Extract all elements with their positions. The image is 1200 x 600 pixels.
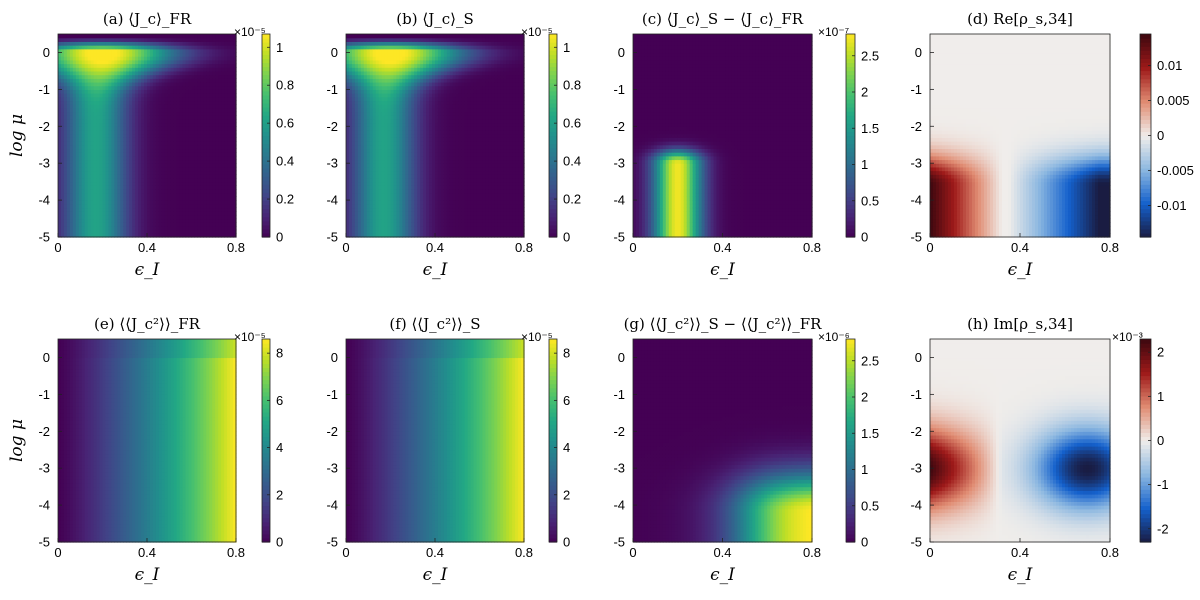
colorbar-cell	[262, 168, 270, 173]
heatmap-b	[346, 34, 525, 238]
y-tick-label: -1	[38, 82, 50, 97]
x-tick-label: 0	[54, 240, 61, 255]
colorbar-cell	[262, 205, 270, 210]
colorbar-cell	[262, 123, 270, 128]
colorbar-cell	[262, 225, 270, 230]
colorbar-tick-label: 0.2	[276, 192, 294, 207]
colorbar-a: 1 0.8 0.6 0.4 0.2 0 ×10⁻⁵	[234, 25, 294, 245]
panel-a: 0 0.4 0.8 0 -1 -2 -3 -4 -5 (a) ⟨J_c⟩_FR ϵ_I log μ 1 0…	[7, 10, 294, 280]
colorbar-cell	[262, 213, 270, 218]
panel-title: (a) ⟨J_c⟩_FR	[103, 10, 192, 28]
x-tick-label: 0.8	[227, 240, 245, 255]
colorbar-cell	[262, 140, 270, 145]
colorbar-cell	[262, 46, 270, 51]
colorbar-cell	[262, 62, 270, 67]
colorbar-cell	[262, 188, 270, 193]
colorbar-cell	[262, 160, 270, 165]
colorbar-cell	[262, 42, 270, 47]
colorbar-cell	[262, 144, 270, 149]
colorbar-cell	[262, 127, 270, 132]
colorbar-cell	[262, 176, 270, 181]
colorbar-cell	[262, 148, 270, 153]
colorbar-cell	[262, 75, 270, 80]
colorbar-cell	[262, 217, 270, 222]
y-axis-label: log μ	[7, 114, 27, 157]
colorbar-cell	[262, 79, 270, 84]
colorbar-cell	[262, 95, 270, 100]
y-tick-label: 0	[43, 45, 50, 60]
colorbar-cell	[262, 66, 270, 71]
y-tick-label: -5	[38, 230, 50, 245]
colorbar-cell	[262, 115, 270, 120]
colorbar-cell	[262, 180, 270, 185]
panel-b: 0 0.4 0.80-1-2-3-4-5(b) ⟨J_c⟩_Sϵ_I10.80.60…	[326, 10, 581, 280]
y-tick-label: -2	[38, 119, 50, 134]
colorbar-cell	[262, 221, 270, 226]
colorbar-tick-label: 0.8	[276, 78, 294, 93]
colorbar-cell	[262, 71, 270, 76]
y-tick-label: -3	[38, 156, 50, 171]
colorbar-cell	[262, 131, 270, 136]
colorbar-cell	[262, 54, 270, 59]
colorbar-tick-label: 0.6	[276, 116, 294, 131]
colorbar-cell	[262, 50, 270, 55]
colorbar-tick-label: 1	[276, 40, 283, 55]
colorbar-cell	[262, 107, 270, 112]
colorbar-cell	[262, 184, 270, 189]
colorbar-cell	[262, 192, 270, 197]
colorbar-cell	[262, 58, 270, 63]
colorbar-cell	[262, 103, 270, 108]
colorbar-cell	[262, 229, 270, 234]
colorbar-cell	[262, 111, 270, 116]
heatmap-a	[58, 34, 237, 238]
y-tick-label: -4	[38, 193, 50, 208]
x-axis-label: ϵ_I	[135, 260, 160, 280]
colorbar-tick-label: 0.4	[276, 154, 294, 169]
colorbar-cell	[262, 164, 270, 169]
x-tick-label: 0.4	[138, 240, 156, 255]
colorbar-cell	[262, 87, 270, 92]
colorbar-cell	[262, 209, 270, 214]
colorbar-cell	[262, 136, 270, 141]
colorbar-cell	[262, 91, 270, 96]
colorbar-cell	[262, 200, 270, 205]
colorbar-cell	[262, 99, 270, 104]
colorbar-tick-label: 0	[276, 230, 283, 245]
colorbar-cell	[262, 156, 270, 161]
colorbar-cell	[262, 152, 270, 157]
colorbar-cell	[262, 172, 270, 177]
colorbar-multiplier: ×10⁻⁵	[234, 25, 266, 39]
